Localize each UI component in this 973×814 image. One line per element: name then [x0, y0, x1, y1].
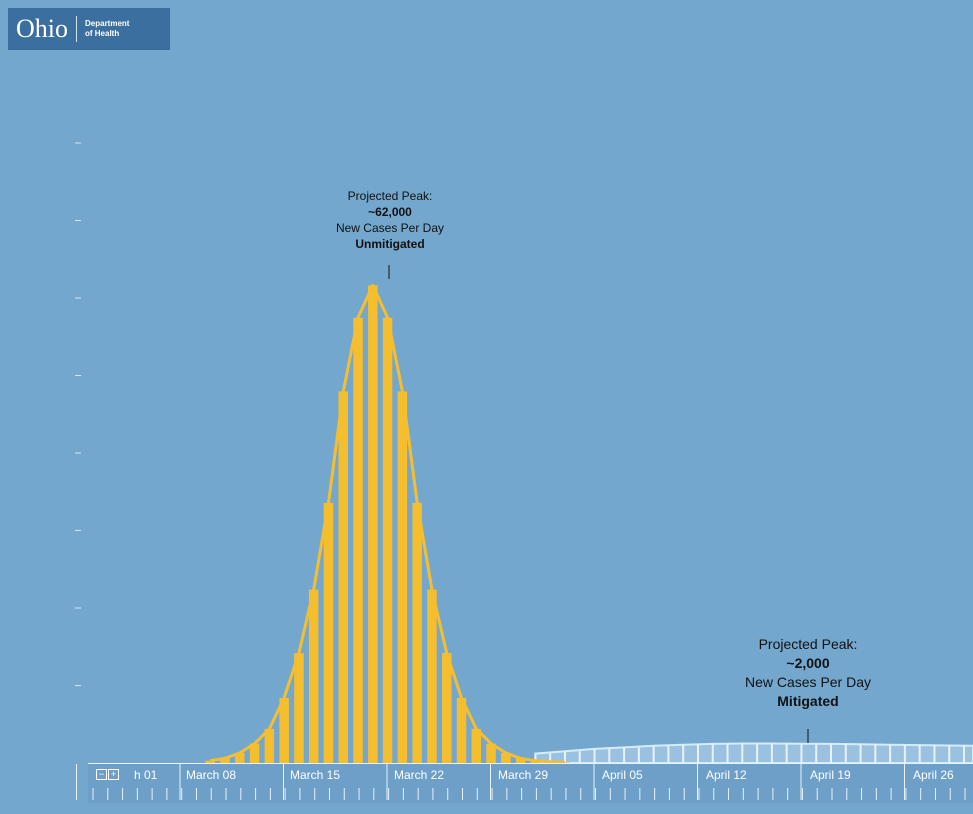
logo-word: Ohio — [16, 14, 68, 43]
mitigated-bar — [623, 747, 626, 763]
x-tick-label: h 01 — [134, 768, 158, 782]
mitigated-area — [534, 742, 973, 764]
unmitigated-bar — [427, 589, 437, 763]
mitigated-bar — [549, 753, 552, 763]
unmitigated-bar — [368, 285, 378, 763]
annotation-unmitigated-peak: Projected Peak: ~62,000 New Cases Per Da… — [310, 188, 470, 252]
x-axis-strip — [88, 763, 973, 803]
unmitigated-line — [209, 283, 566, 764]
x-tick-label: April 05 — [602, 768, 643, 782]
mitigated-bar — [711, 743, 714, 763]
mitigated-bar — [770, 743, 773, 763]
mitigated-bar — [785, 743, 788, 763]
unmitigated-bar — [264, 728, 275, 763]
unmitigated-bar — [412, 502, 422, 763]
mitigated-bar — [608, 748, 611, 763]
annotation-series: Unmitigated — [355, 237, 425, 251]
x-tick-label: March 22 — [394, 768, 445, 782]
annotation-series: Mitigated — [777, 693, 839, 709]
unmitigated-bar — [220, 758, 230, 763]
mitigated-bar — [578, 751, 581, 763]
annotation-line: New Cases Per Day — [335, 221, 445, 235]
unmitigated-bar — [471, 728, 481, 763]
annotation-value: ~2,000 — [786, 655, 830, 671]
annotation-line: Projected Peak: — [758, 636, 858, 652]
logo-line-1: Department — [85, 19, 130, 28]
unmitigated-bar — [294, 653, 304, 763]
unmitigated-bar — [515, 758, 526, 763]
annotation-line: New Cases Per Day — [744, 674, 872, 690]
logo-subtitle: Department of Health — [85, 19, 129, 39]
logo-separator — [76, 16, 77, 42]
unmitigated-bar — [486, 743, 496, 763]
mitigated-bar — [667, 745, 670, 763]
mitigated-bar — [859, 744, 862, 763]
annotation-value: ~62,000 — [368, 205, 412, 219]
mitigated-bar — [933, 745, 936, 763]
unmitigated-bar — [442, 653, 452, 763]
mitigated-bar — [652, 745, 655, 763]
mitigated-bar — [963, 745, 966, 763]
unmitigated-bar — [397, 391, 408, 763]
expand-axis-button[interactable]: + — [108, 769, 119, 780]
mitigated-bar — [800, 743, 803, 763]
unmitigated-bar — [382, 317, 393, 763]
logo-line-2: of Health — [85, 29, 120, 38]
x-tick-label: April 19 — [810, 768, 851, 782]
x-tick-label: March 08 — [186, 768, 237, 782]
mitigated-bar — [844, 743, 847, 763]
unmitigated-bar — [308, 589, 319, 763]
mitigated-bar — [682, 744, 685, 763]
x-tick-label: April 26 — [913, 768, 954, 782]
unmitigated-bar — [501, 752, 511, 763]
mitigated-bar — [830, 743, 832, 763]
mitigated-bar — [741, 743, 744, 763]
mitigated-bar — [948, 745, 951, 763]
x-tick-label: April 12 — [706, 768, 747, 782]
mitigated-bar — [563, 751, 566, 763]
mitigated-bar — [815, 743, 818, 763]
mitigated-bar — [918, 745, 921, 763]
mitigated-bar — [534, 753, 537, 763]
mitigated-bar — [696, 744, 699, 763]
mitigated-bar — [756, 743, 759, 763]
annotation-line: Projected Peak: — [347, 189, 433, 203]
mitigated-bar — [593, 748, 596, 763]
unmitigated-bar — [353, 317, 363, 763]
unmitigated-bar — [279, 698, 289, 763]
unmitigated-bar — [249, 743, 260, 763]
unmitigated-bar — [323, 502, 334, 763]
mitigated-bar — [726, 743, 729, 763]
unmitigated-bar — [235, 752, 245, 763]
unmitigated-bar — [456, 698, 467, 763]
mitigated-bar — [637, 747, 640, 763]
ohio-dept-health-logo: Ohio Department of Health — [8, 8, 170, 50]
x-tick-label: March 29 — [498, 768, 549, 782]
annotation-mitigated-peak: Projected Peak: ~2,000 New Cases Per Day… — [706, 635, 910, 711]
collapse-axis-button[interactable]: − — [96, 769, 107, 780]
unmitigated-bar — [205, 760, 215, 763]
x-tick-label: March 15 — [290, 768, 341, 782]
mitigated-bar — [889, 744, 892, 763]
unmitigated-bar — [338, 391, 348, 763]
mitigated-bar — [874, 744, 877, 763]
mitigated-bar — [903, 744, 906, 763]
